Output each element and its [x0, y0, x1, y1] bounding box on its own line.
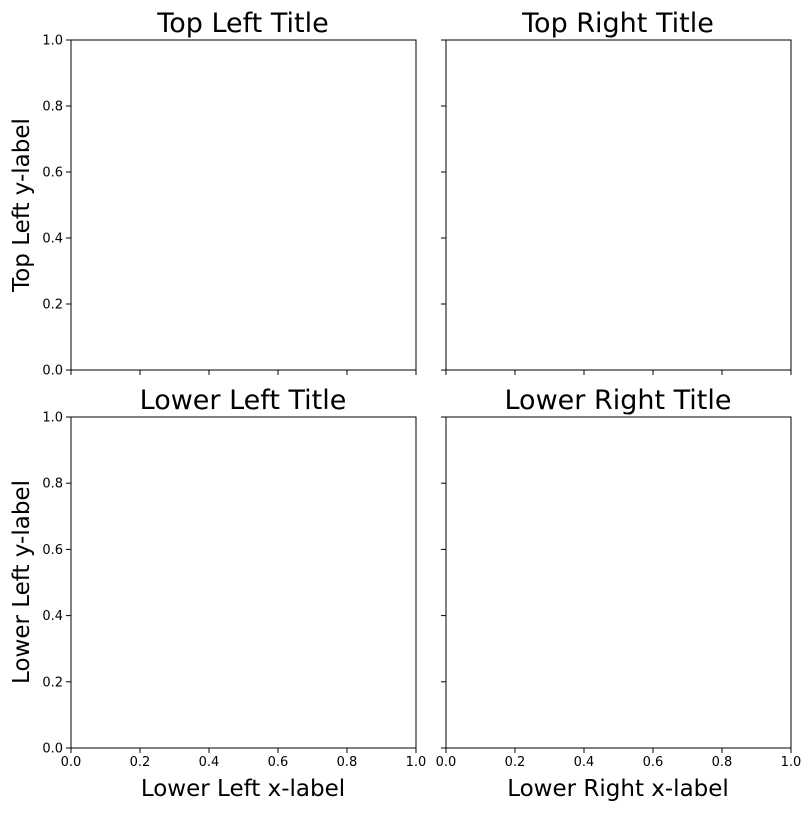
x-axis-label: Lower Left x-label: [141, 776, 345, 802]
x-tick-label: 1.0: [406, 755, 427, 770]
axis-ticks: 0.0 0.2 0.4 0.6 0.8 1.0 0.0 0.2 0.4 0.6 0.8 1.0: [42, 411, 426, 771]
y-tick-label: 1.0: [42, 411, 63, 426]
x-tick-label: 0.2: [505, 755, 526, 770]
x-tick-label: 0.0: [61, 755, 82, 770]
y-tick-label: 0.0: [42, 364, 63, 379]
x-tick-label: 0.8: [712, 755, 733, 770]
axis-ticks: 0.0 0.2 0.4 0.6 0.8 1.0: [436, 416, 802, 770]
panel-top-right: Top Right Title: [441, 8, 792, 375]
x-tick-label: 0.2: [130, 755, 151, 770]
x-tick-label: 0.4: [574, 755, 595, 770]
panel-title: Lower Left Title: [140, 385, 347, 416]
axes-frame: [445, 416, 792, 749]
axes-frame: [70, 39, 417, 371]
panel-lower-right: Lower Right Title Lower Right x-label 0.…: [436, 385, 802, 802]
y-tick-label: 0.6: [42, 166, 63, 181]
panel-title: Top Left Title: [156, 8, 328, 39]
y-tick-label: 0.2: [42, 675, 63, 690]
y-tick-label: 0.4: [42, 232, 63, 247]
x-tick-label: 0.8: [337, 755, 358, 770]
y-tick-label: 0.2: [42, 298, 63, 313]
x-axis-label: Lower Right x-label: [507, 776, 729, 802]
y-tick-label: 0.8: [42, 477, 63, 492]
axes-frame: [70, 416, 417, 749]
y-tick-label: 0.0: [42, 742, 63, 757]
axis-ticks: 0.0 0.2 0.4 0.6 0.8 1.0: [42, 34, 417, 379]
panel-top-left: Top Left Title Top Left y-label 0.00.20.…: [9, 8, 417, 379]
y-tick-label: 0.6: [42, 543, 63, 558]
panel-title: Lower Right Title: [504, 385, 731, 416]
x-tick-label: 0.0: [436, 755, 457, 770]
x-tick-label: 0.4: [199, 755, 220, 770]
y-axis-label: Lower Left y-label: [9, 480, 35, 684]
panel-title: Top Right Title: [521, 8, 714, 39]
y-tick-label: 1.0: [42, 34, 63, 49]
axis-ticks: [441, 39, 792, 375]
x-tick-label: 0.6: [643, 755, 664, 770]
axes-frame: [445, 39, 792, 371]
y-tick-label: 0.4: [42, 609, 63, 624]
x-tick-label: 0.6: [268, 755, 289, 770]
x-tick-label: 1.0: [781, 755, 802, 770]
y-axis-label: Top Left y-label: [9, 118, 35, 293]
panel-lower-left: Lower Left Title Lower Left y-label Lowe…: [9, 385, 426, 802]
y-tick-label: 0.8: [42, 100, 63, 115]
